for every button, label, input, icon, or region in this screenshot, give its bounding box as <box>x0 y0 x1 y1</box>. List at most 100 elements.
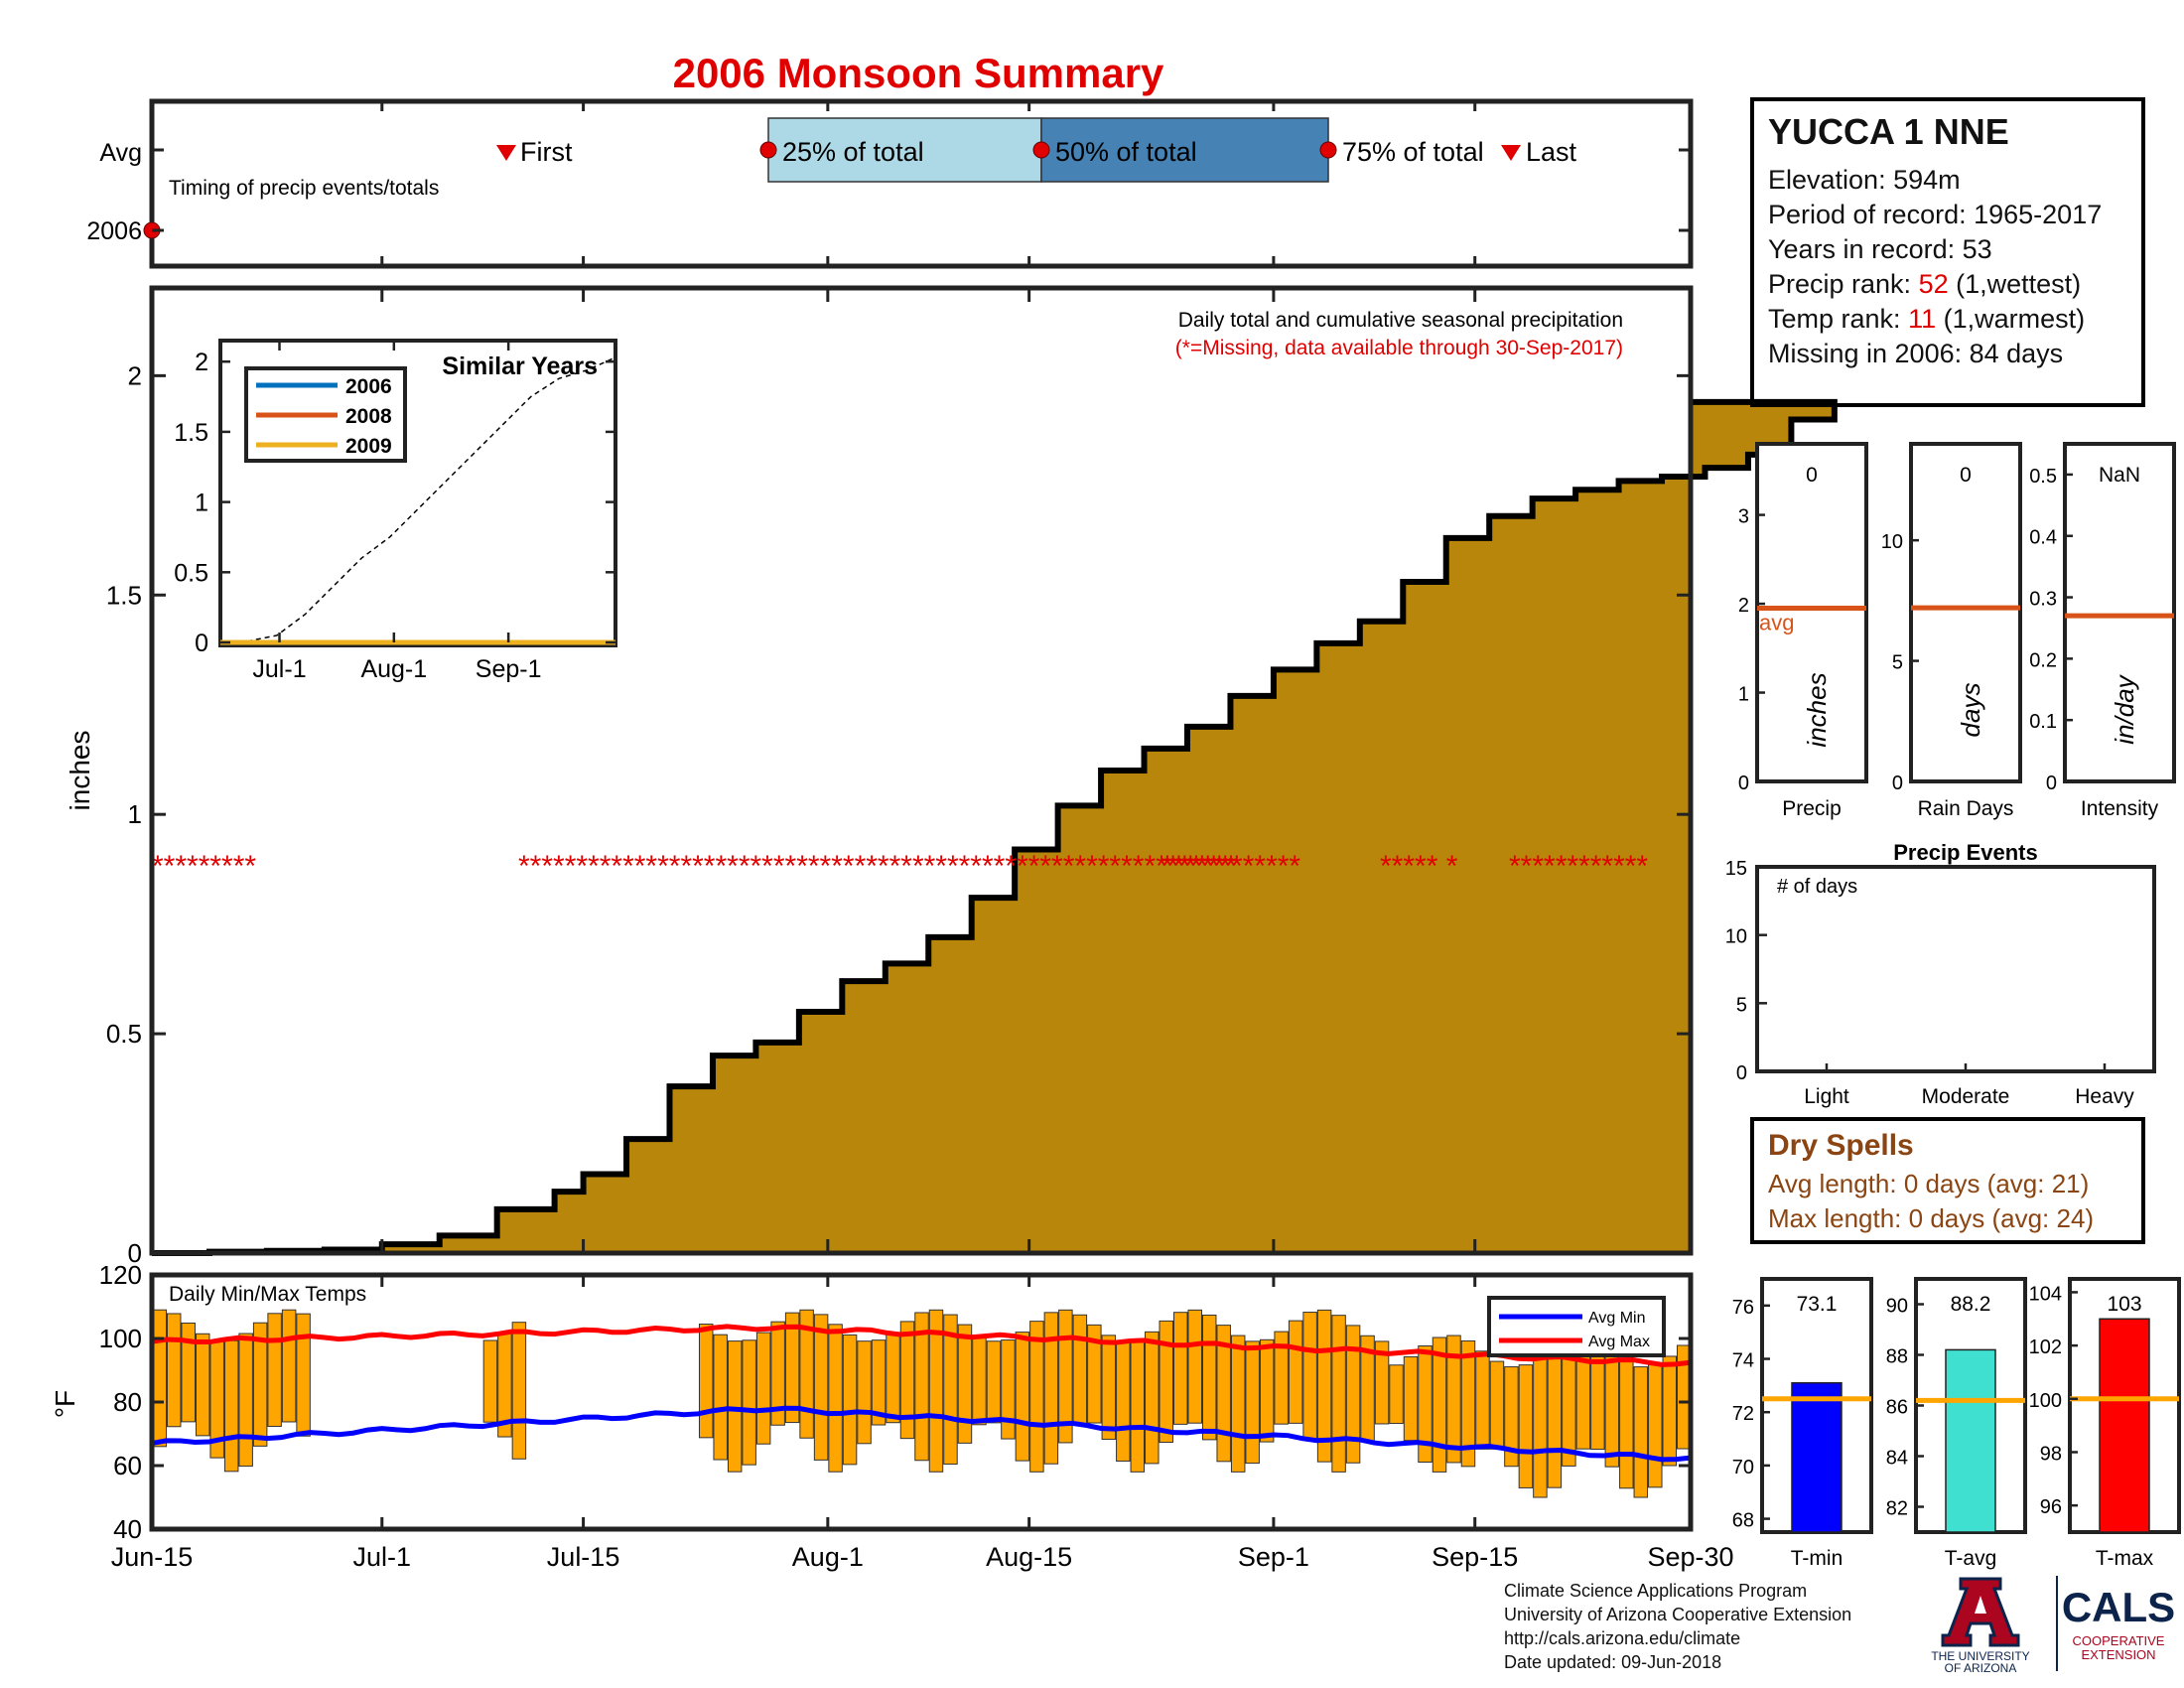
timing-row-avg: Avg <box>99 139 142 167</box>
missing-stars: ****************************************… <box>518 850 1237 883</box>
inset-xtick-label: Jul-1 <box>252 655 306 683</box>
temp-summary-bar <box>1791 1381 1843 1533</box>
daily-temp-bar <box>1145 1331 1160 1465</box>
temp-title: Daily Min/Max Temps <box>169 1283 366 1306</box>
temp-summary-bar <box>2099 1318 2150 1533</box>
summary-ytick-label: 10 <box>1881 531 1903 553</box>
temp-summary-t-avg: 82 84 86 88 90 88.2 T-avg <box>1886 1277 2027 1570</box>
temp-legend: Avg Min Avg Max <box>1487 1296 1666 1357</box>
summary-ytick-label: 0.3 <box>2029 589 2057 611</box>
summary-ytick-label: 0 <box>2046 773 2057 794</box>
temp-summary-ytick-label: 88 <box>1886 1346 1908 1368</box>
daily-temp-bar <box>713 1334 728 1461</box>
daily-temp-bar <box>1518 1364 1534 1488</box>
cumulative-precip-area <box>152 401 1835 1253</box>
events-category-label: Heavy <box>2075 1085 2134 1108</box>
daily-temp-bar <box>1058 1309 1073 1444</box>
summary-ytick-label: 3 <box>1738 506 1749 528</box>
summary-ytick-label: 0.4 <box>2029 527 2057 549</box>
last-marker <box>1501 145 1521 161</box>
daily-temp-bar <box>755 1332 771 1445</box>
p50-marker <box>1032 141 1050 159</box>
cals-logo-line-1: COOPERATIVE <box>2073 1633 2165 1648</box>
dry-spells-avg: Avg length: 0 days (avg: 21) <box>1768 1169 2090 1198</box>
temp-summary-ytick-label: 90 <box>1886 1296 1908 1318</box>
temp-summary-ytick-label: 100 <box>2029 1390 2062 1412</box>
daily-temp-bar <box>1374 1340 1390 1425</box>
temp-ytick-label: 100 <box>99 1324 142 1353</box>
legend-label-2008: 2008 <box>345 405 392 428</box>
daily-temp-bar <box>1446 1335 1461 1464</box>
temp-rank-value: 11 <box>1908 304 1937 334</box>
station-elevation: Elevation: 594m <box>1768 165 1961 195</box>
legend-label-2006: 2006 <box>345 375 392 398</box>
inset-title: Similar Years <box>442 352 598 380</box>
temp-summary-ytick-label: 86 <box>1886 1397 1908 1419</box>
summary-value: 0 <box>1960 464 1972 487</box>
daily-temp-bar <box>1187 1309 1202 1424</box>
temp-ytick-label: 60 <box>113 1451 142 1480</box>
daily-temp-bar <box>1001 1339 1016 1440</box>
daily-temp-bar <box>1533 1355 1548 1498</box>
temp-xtick-label: Sep-30 <box>1647 1542 1733 1572</box>
temp-ylabel: °F <box>50 1390 80 1418</box>
daily-temp-bar <box>1633 1366 1649 1498</box>
daily-temp-bar <box>1460 1339 1476 1468</box>
main-ytick-label: 0.5 <box>106 1019 142 1049</box>
missing-stars: ********* <box>152 850 256 883</box>
temp-summary-ytick-label: 72 <box>1732 1403 1754 1425</box>
temp-summary-ytick-label: 70 <box>1732 1457 1754 1478</box>
temp-summary-ytick-label: 104 <box>2029 1283 2062 1305</box>
temp-summary-ytick-label: 96 <box>2040 1496 2062 1518</box>
missing-stars: ************ <box>1509 850 1648 883</box>
temp-ytick-label: 40 <box>113 1514 142 1544</box>
timing-box-25-50 <box>767 117 1042 183</box>
legend-label-avg-max: Avg Max <box>1588 1334 1650 1350</box>
daily-temp-bar <box>267 1313 282 1427</box>
p50-label: 50% of total <box>1055 137 1197 167</box>
daily-temp-bar <box>1288 1320 1303 1424</box>
temp-summary-ytick-label: 74 <box>1732 1350 1754 1372</box>
daily-temp-bar <box>770 1321 785 1426</box>
temp-xtick-label: Jun-15 <box>111 1542 194 1572</box>
inset-legend: 2006 2008 2009 <box>244 366 407 463</box>
daily-temp-bar <box>871 1339 887 1426</box>
cals-logo-text: CALS <box>2062 1584 2174 1630</box>
daily-temp-bar <box>698 1324 714 1439</box>
station-name: YUCCA 1 NNE <box>1768 111 2009 152</box>
daily-temp-bar <box>1173 1312 1188 1425</box>
inset-ytick-label: 0 <box>195 630 208 657</box>
avg-max-line <box>151 1324 1692 1367</box>
temp-summary-value: 73.1 <box>1797 1293 1838 1316</box>
summary-label: Intensity <box>2081 797 2159 820</box>
precip-rank-note: (1,wettest) <box>1948 269 2082 299</box>
temp-rank-note: (1,warmest) <box>1936 304 2086 334</box>
temp-xtick-label: Jul-1 <box>353 1542 412 1572</box>
events-ytick-label: 5 <box>1736 994 1747 1016</box>
summary-unit: inches <box>1802 672 1832 747</box>
daily-temp-bar <box>181 1322 196 1423</box>
daily-temp-bar <box>166 1313 182 1428</box>
temp-summary-label: T-max <box>2096 1547 2154 1570</box>
temp-summary-label: T-min <box>1791 1547 1843 1570</box>
cumulative-precip-line <box>152 398 1838 1256</box>
daily-temp-bar <box>1475 1350 1490 1450</box>
inset-ytick-label: 1.5 <box>174 419 208 447</box>
daily-temp-bar <box>1648 1363 1663 1488</box>
temp-summary-panels: 68 70 72 74 76 73.1 T-min 82 84 86 88 90 88.2 T-avg 96… <box>1732 1277 2181 1570</box>
station-period: Period of record: 1965-2017 <box>1768 200 2103 229</box>
daily-temp-bar <box>1418 1344 1433 1463</box>
similar-years-inset: 00.511.52 Jul-1 Aug-1 Sep-1 Similar Years … <box>174 339 617 683</box>
main-ytick-label: 2 <box>128 360 142 390</box>
p75-marker <box>1319 141 1337 159</box>
daily-temp-bar <box>1504 1366 1519 1468</box>
credits-line-3[interactable]: http://cals.arizona.edu/climate <box>1504 1628 1741 1648</box>
daily-temp-bar <box>1302 1312 1317 1441</box>
daily-temp-bar <box>742 1339 756 1466</box>
main-ylabel: inches <box>65 731 95 811</box>
legend-label-avg-min: Avg Min <box>1588 1310 1646 1327</box>
daily-temp-bar <box>828 1324 843 1473</box>
temp-xtick-label: Sep-1 <box>1238 1542 1309 1572</box>
temp-panel: 40 60 80 100 120 Jun-15 Jul-1 Jul-15 Aug-1 Aug-1… <box>50 1260 1734 1572</box>
